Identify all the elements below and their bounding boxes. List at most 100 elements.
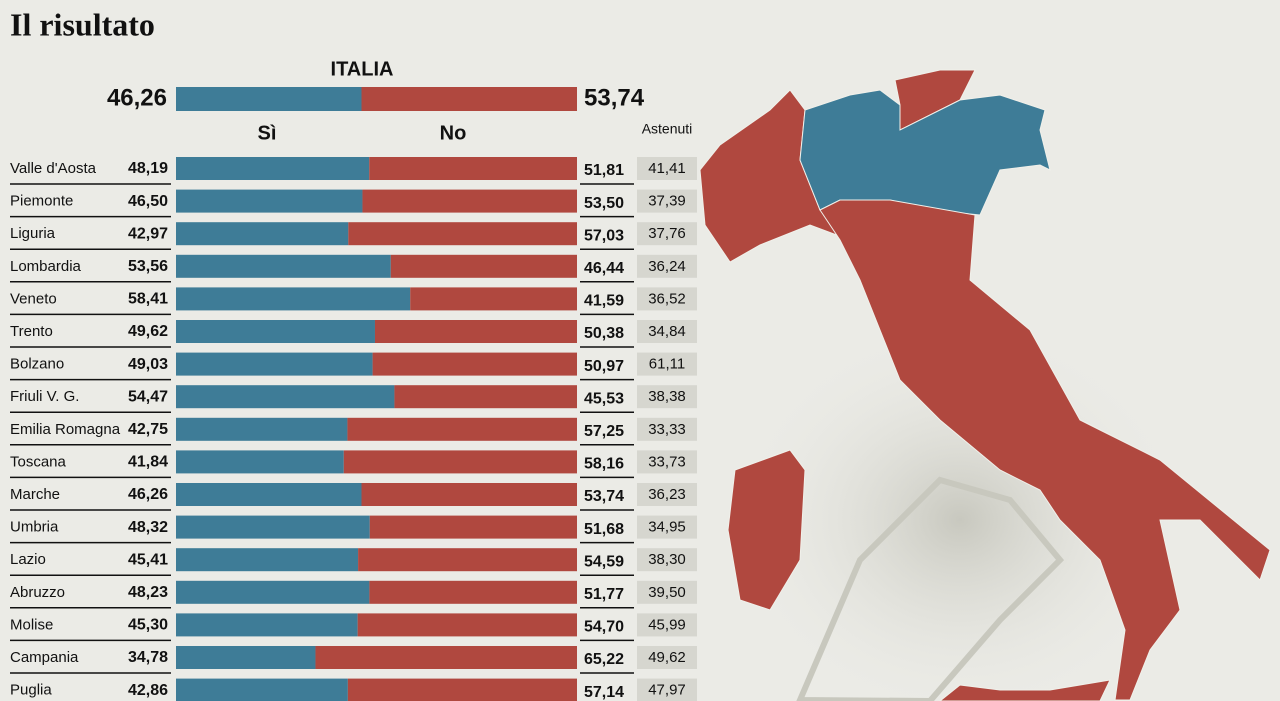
- abstention-cell: [637, 580, 697, 604]
- bar-segment: [357, 613, 577, 637]
- category-label: Valle d'Aosta: [10, 160, 97, 177]
- abstention-cell: [637, 515, 697, 539]
- abstention-label: 36,23: [648, 486, 686, 503]
- bar-segment: [394, 385, 577, 409]
- map-region-no: [819, 199, 1271, 701]
- value-label: 49,03: [128, 356, 168, 373]
- category-label: Abruzzo: [10, 584, 65, 601]
- bar-segment: [176, 678, 348, 701]
- abstention-label: 38,30: [648, 551, 686, 568]
- category-label: Lombardia: [10, 258, 82, 275]
- bar-segment: [361, 87, 577, 111]
- bar-segment: [176, 352, 373, 376]
- category-label: Veneto: [10, 290, 57, 307]
- bar-segment: [176, 646, 316, 669]
- bar-segment: [315, 646, 577, 669]
- value-label: 51,68: [584, 521, 624, 538]
- bar-segment: [176, 385, 395, 409]
- value-label: 46,44: [584, 260, 624, 277]
- category-label: Trento: [10, 323, 53, 340]
- legend-entry: No: [440, 122, 467, 144]
- value-label: 57,14: [584, 684, 624, 701]
- abstention-cell: [637, 189, 697, 213]
- bar-segment: [348, 222, 577, 246]
- value-label: 50,38: [584, 325, 624, 342]
- legend-entry: Sì: [258, 122, 277, 144]
- abstention-cell: [637, 222, 697, 246]
- value-label: 42,75: [128, 421, 168, 438]
- value-label: 54,59: [584, 553, 624, 570]
- abstention-cell: [637, 352, 697, 376]
- abstention-cell: [637, 157, 697, 180]
- abstention-label: 37,76: [648, 225, 686, 242]
- value-label: 53,74: [584, 488, 624, 505]
- value-label: 53,50: [584, 195, 624, 212]
- value-label: 53,56: [128, 258, 168, 275]
- abstention-cell: [637, 417, 697, 441]
- value-label: 42,97: [128, 225, 168, 242]
- category-label: Toscana: [10, 453, 67, 470]
- value-label: 49,62: [128, 323, 168, 340]
- bar-segment: [369, 580, 577, 604]
- abstention-label: 47,97: [648, 682, 686, 699]
- category-label: Liguria: [10, 225, 56, 242]
- bar-segment: [347, 678, 577, 701]
- value-label: 48,19: [128, 160, 168, 177]
- bar-segment: [176, 87, 362, 111]
- abstention-label: 39,50: [648, 584, 686, 601]
- abstention-label: 61,11: [649, 356, 685, 373]
- bar-segment: [176, 157, 370, 180]
- value-label: 51,81: [584, 162, 624, 179]
- category-label: Campania: [10, 649, 79, 666]
- value-label: 45,41: [128, 551, 168, 568]
- bar-segment: [390, 254, 577, 278]
- abstention-label: 36,24: [648, 258, 686, 275]
- abstention-label: 38,38: [648, 388, 686, 405]
- value-label: 46,50: [128, 193, 168, 210]
- bar-segment: [369, 157, 577, 180]
- value-label: 48,32: [128, 519, 168, 536]
- map: [699, 69, 1271, 701]
- abstention-cell: [637, 320, 697, 343]
- abstention-cell: [637, 450, 697, 474]
- bar-segment: [176, 254, 391, 278]
- bar-segment: [410, 287, 577, 311]
- value-label: 54,70: [584, 619, 624, 636]
- bar-segment: [176, 483, 362, 506]
- abstention-label: 33,73: [648, 453, 686, 470]
- abstention-cell: [637, 678, 697, 701]
- category-label: Emilia Romagna: [10, 421, 121, 438]
- abstention-cell: [637, 385, 697, 409]
- bar-segment: [176, 450, 344, 474]
- abstention-label: 45,99: [648, 616, 686, 633]
- bar-segment: [176, 189, 363, 213]
- abstention-cell: [637, 254, 697, 278]
- category-label: Piemonte: [10, 193, 73, 210]
- bar-segment: [347, 417, 577, 441]
- value-label: 57,25: [584, 423, 624, 440]
- category-label: Puglia: [10, 682, 52, 699]
- abstention-cell: [637, 287, 697, 311]
- category-label: Bolzano: [10, 356, 64, 373]
- abstention-label: 41,41: [648, 160, 686, 177]
- bar-segment: [176, 613, 358, 637]
- abstention-cell: [637, 613, 697, 637]
- category-label: Friuli V. G.: [10, 388, 79, 405]
- abstention-label: 37,39: [648, 193, 686, 210]
- abstention-label: 36,52: [648, 290, 686, 307]
- bar-segment: [176, 515, 370, 539]
- value-label: 51,77: [584, 586, 624, 603]
- value-label: 45,53: [584, 390, 624, 407]
- map-region-no: [727, 449, 806, 611]
- abstention-cell: [637, 646, 697, 669]
- bar-segment: [358, 548, 577, 572]
- value-label: 48,23: [128, 584, 168, 601]
- hand-illustration: [796, 476, 1065, 701]
- bar-segment: [374, 320, 577, 343]
- category-label: Marche: [10, 486, 60, 503]
- bar-segment: [176, 287, 411, 311]
- value-label: 58,16: [584, 456, 624, 473]
- total-yes-label: 46,26: [107, 84, 167, 111]
- bar-segment: [176, 320, 375, 343]
